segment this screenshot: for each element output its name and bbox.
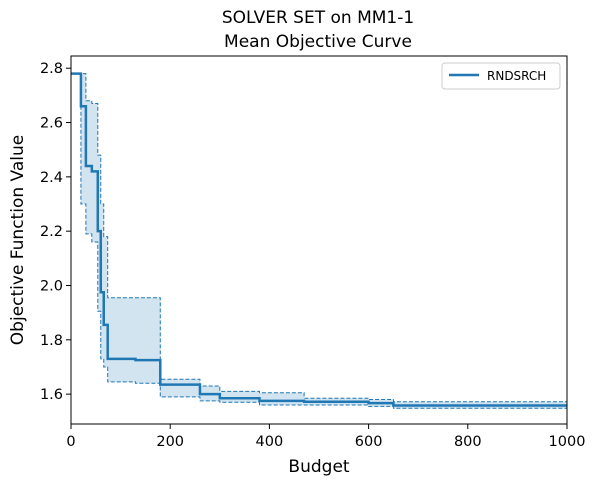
y-tick-label: 1.6 <box>40 387 63 403</box>
legend-label-rndsrch: RNDSRCH <box>487 69 546 83</box>
y-tick-label: 2.4 <box>40 170 63 186</box>
mean-curve-line-0 <box>71 72 567 407</box>
y-axis-label: Objective Function Value <box>8 135 28 345</box>
x-tick-label: 400 <box>256 434 284 450</box>
upper-bound-line-0 <box>71 73 567 403</box>
axis-ticks: 0 200 400 600 800 1000 1.6 1.8 2.0 2.2 2.4 2.6 2.8 <box>40 61 586 450</box>
y-tick-label: 2.0 <box>40 278 63 294</box>
lower-bound-line-0 <box>71 73 567 409</box>
legend-box <box>441 62 561 90</box>
legend: RNDSRCH <box>441 62 561 90</box>
confidence-band-0 <box>71 73 567 409</box>
plot-area <box>71 72 567 409</box>
x-tick-label: 1000 <box>549 434 586 450</box>
y-tick-label: 2.6 <box>40 116 63 132</box>
y-tick-label: 2.8 <box>40 61 63 77</box>
x-tick-label: 0 <box>66 434 75 450</box>
y-tick-label: 1.8 <box>40 333 63 349</box>
x-axis-label: Budget <box>288 457 349 477</box>
x-tick-label: 800 <box>454 434 482 450</box>
x-tick-label: 200 <box>156 434 184 450</box>
y-tick-label: 2.2 <box>40 224 63 240</box>
chart-title-line-2: Mean Objective Curve <box>224 32 412 52</box>
x-tick-label: 600 <box>355 434 383 450</box>
plot-frame <box>70 55 568 425</box>
chart-title-line-1: SOLVER SET on MM1-1 <box>222 8 414 28</box>
